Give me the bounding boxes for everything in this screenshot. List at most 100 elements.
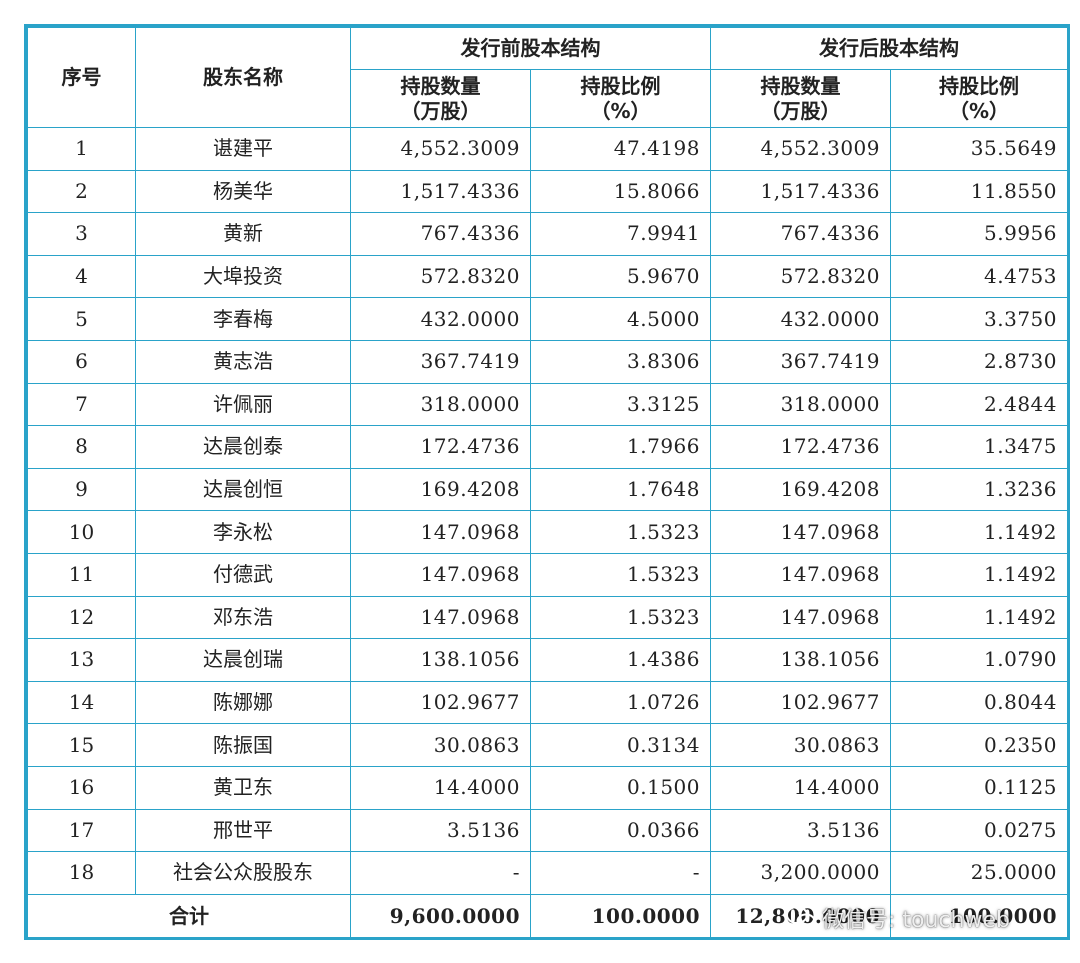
- cell-before-shares: 102.9677: [350, 680, 531, 725]
- header-after-ratio-line1: 持股比例: [939, 73, 1019, 98]
- cell-after-ratio: 0.8044: [890, 680, 1068, 725]
- cell-after-shares: 3,200.0000: [710, 851, 891, 895]
- header-before-ratio: 持股比例 （%）: [530, 69, 711, 128]
- cell-before-shares: 147.0968: [350, 595, 531, 640]
- cell-name: 黄志浩: [135, 339, 351, 384]
- total-row: 合计 9,600.0000 100.0000 12,800.0000 100.0…: [27, 893, 1068, 939]
- cell-before-ratio: 5.9670: [530, 254, 711, 299]
- header-after-shares: 持股数量 （万股）: [710, 69, 891, 128]
- cell-after-ratio: 25.0000: [890, 851, 1068, 895]
- table-row: 11 付德武 147.0968 1.5323 147.0968 1.1492: [27, 552, 1068, 597]
- cell-before-shares: -: [350, 851, 531, 895]
- cell-before-shares: 147.0968: [350, 552, 531, 597]
- cell-before-shares: 572.8320: [350, 254, 531, 299]
- cell-after-ratio: 2.8730: [890, 339, 1068, 384]
- cell-seq: 15: [27, 723, 136, 767]
- cell-after-shares: 147.0968: [710, 595, 891, 640]
- header-after-ratio-line2: （%）: [948, 98, 1010, 123]
- header-before-ratio-line1: 持股比例: [580, 73, 661, 98]
- cell-after-shares: 432.0000: [710, 297, 891, 341]
- cell-name: 达晨创泰: [135, 425, 351, 469]
- cell-name: 达晨创恒: [135, 467, 351, 512]
- cell-after-shares: 367.7419: [710, 339, 891, 384]
- table-row: 17 邢世平 3.5136 0.0366 3.5136 0.0275: [27, 808, 1068, 853]
- cell-after-ratio: 0.2350: [890, 723, 1068, 767]
- cell-before-ratio: -: [530, 851, 711, 895]
- shareholding-structure-table: 序号 股东名称 发行前股本结构 发行后股本结构 持股数量 （万股） 持股比例 （…: [27, 27, 1068, 939]
- cell-before-shares: 30.0863: [350, 723, 531, 767]
- cell-before-ratio: 47.4198: [530, 127, 711, 171]
- table-row: 2 杨美华 1,517.4336 15.8066 1,517.4336 11.8…: [27, 169, 1068, 214]
- cell-after-ratio: 2.4844: [890, 382, 1068, 427]
- header-before-ratio-line2: （%）: [590, 98, 651, 123]
- table-row: 14 陈娜娜 102.9677 1.0726 102.9677 0.8044: [27, 680, 1068, 725]
- cell-after-ratio: 1.3475: [890, 425, 1068, 469]
- cell-name: 黄新: [135, 212, 351, 256]
- table-row: 15 陈振国 30.0863 0.3134 30.0863 0.2350: [27, 723, 1068, 767]
- table-row: 7 许佩丽 318.0000 3.3125 318.0000 2.4844: [27, 382, 1068, 427]
- table-row: 3 黄新 767.4336 7.9941 767.4336 5.9956: [27, 212, 1068, 256]
- cell-before-ratio: 0.1500: [530, 765, 711, 810]
- cell-before-ratio: 15.8066: [530, 169, 711, 214]
- cell-name: 谌建平: [135, 127, 351, 171]
- cell-name: 许佩丽: [135, 382, 351, 427]
- cell-seq: 13: [27, 638, 136, 682]
- cell-seq: 4: [27, 254, 136, 299]
- cell-before-ratio: 1.7966: [530, 425, 711, 469]
- header-row-groups: 序号 股东名称 发行前股本结构 发行后股本结构: [27, 27, 1068, 128]
- cell-after-shares: 3.5136: [710, 808, 891, 853]
- header-before-issue: 发行前股本结构: [350, 27, 711, 70]
- cell-after-ratio: 1.1492: [890, 552, 1068, 597]
- cell-after-ratio: 35.5649: [890, 127, 1068, 171]
- cell-after-ratio: 11.8550: [890, 169, 1068, 214]
- table-row: 9 达晨创恒 169.4208 1.7648 169.4208 1.3236: [27, 467, 1068, 512]
- header-shareholder-name: 股东名称: [135, 27, 351, 128]
- cell-before-shares: 147.0968: [350, 510, 531, 554]
- cell-after-shares: 169.4208: [710, 467, 891, 512]
- cell-name: 李永松: [135, 510, 351, 554]
- cell-after-ratio: 0.0275: [890, 808, 1068, 853]
- cell-name: 李春梅: [135, 297, 351, 341]
- cell-seq: 1: [27, 127, 136, 171]
- cell-after-shares: 767.4336: [710, 212, 891, 256]
- cell-before-ratio: 1.5323: [530, 595, 711, 640]
- cell-before-ratio: 1.0726: [530, 680, 711, 725]
- cell-before-shares: 767.4336: [350, 212, 531, 256]
- cell-after-shares: 172.4736: [710, 425, 891, 469]
- cell-name: 邓东浩: [135, 595, 351, 640]
- cell-seq: 9: [27, 467, 136, 512]
- cell-after-shares: 1,517.4336: [710, 169, 891, 214]
- cell-before-ratio: 3.8306: [530, 339, 711, 384]
- table-row: 1 谌建平 4,552.3009 47.4198 4,552.3009 35.5…: [27, 127, 1068, 171]
- cell-before-shares: 367.7419: [350, 339, 531, 384]
- cell-before-shares: 172.4736: [350, 425, 531, 469]
- cell-after-shares: 102.9677: [710, 680, 891, 725]
- cell-before-ratio: 0.3134: [530, 723, 711, 767]
- table-row: 12 邓东浩 147.0968 1.5323 147.0968 1.1492: [27, 595, 1068, 640]
- cell-seq: 10: [27, 510, 136, 554]
- cell-name: 陈娜娜: [135, 680, 351, 725]
- cell-name: 付德武: [135, 552, 351, 597]
- cell-before-shares: 318.0000: [350, 382, 531, 427]
- cell-seq: 8: [27, 425, 136, 469]
- shareholding-table-container: 序号 股东名称 发行前股本结构 发行后股本结构 持股数量 （万股） 持股比例 （…: [24, 24, 1070, 940]
- cell-seq: 5: [27, 297, 136, 341]
- cell-name: 社会公众股股东: [135, 851, 351, 895]
- header-before-shares-line1: 持股数量: [400, 73, 481, 98]
- cell-before-ratio: 1.4386: [530, 638, 711, 682]
- cell-after-ratio: 0.1125: [890, 765, 1068, 810]
- table-row: 16 黄卫东 14.4000 0.1500 14.4000 0.1125: [27, 765, 1068, 810]
- cell-before-shares: 3.5136: [350, 808, 531, 853]
- cell-before-shares: 138.1056: [350, 638, 531, 682]
- total-after-shares: 12,800.0000: [710, 893, 891, 939]
- cell-after-ratio: 3.3750: [890, 297, 1068, 341]
- cell-seq: 3: [27, 212, 136, 256]
- cell-before-ratio: 7.9941: [530, 212, 711, 256]
- cell-after-ratio: 5.9956: [890, 212, 1068, 256]
- table-row: 18 社会公众股股东 - - 3,200.0000 25.0000: [27, 851, 1068, 895]
- cell-name: 达晨创瑞: [135, 638, 351, 682]
- cell-seq: 18: [27, 851, 136, 895]
- table-row: 13 达晨创瑞 138.1056 1.4386 138.1056 1.0790: [27, 638, 1068, 682]
- total-before-ratio: 100.0000: [530, 893, 711, 939]
- total-after-ratio: 100.0000: [890, 893, 1068, 939]
